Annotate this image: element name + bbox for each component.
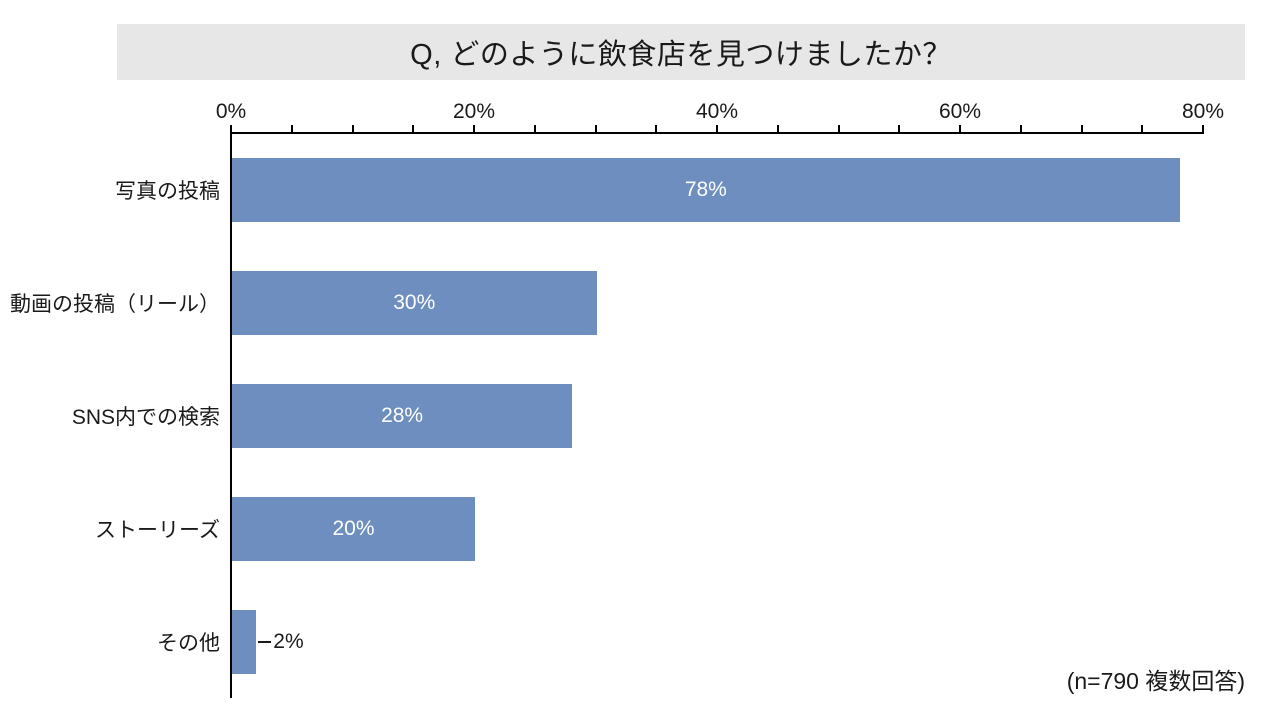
category-label: ストーリーズ (95, 518, 220, 542)
axis-tick (230, 125, 232, 132)
axis-tick (959, 125, 961, 132)
category-label: 動画の投稿（リール） (10, 292, 220, 316)
bar-value-label: 28% (381, 403, 424, 427)
bar-value-label: 20% (332, 516, 375, 540)
axis-tick (351, 125, 354, 132)
axis-tick (898, 125, 901, 132)
axis-tick (837, 125, 840, 132)
axis-tick (290, 125, 293, 132)
bar-4: 20% (232, 496, 475, 561)
bar-2: 30% (232, 270, 597, 335)
chart-title-band: Q, どのように飲食店を見つけましたか？ (117, 24, 1245, 80)
axis-tick (716, 125, 718, 132)
axis-tick (412, 125, 415, 132)
x-axis-tick-label: 0% (215, 100, 247, 123)
bar-5 (232, 609, 257, 674)
sample-size-note: (n=790 複数回答) (1066, 668, 1245, 694)
axis-tick (1019, 125, 1022, 132)
axis-tick (776, 125, 779, 132)
value-axis-line (231, 132, 1204, 134)
x-axis-tick-label: 60% (938, 100, 982, 123)
category-label: SNS内での検索 (71, 405, 220, 429)
x-axis-tick-label: 20% (452, 100, 496, 123)
label-leader-line (258, 640, 272, 643)
axis-tick (1141, 125, 1144, 132)
category-label: 写真の投稿 (115, 179, 220, 203)
axis-tick (1202, 125, 1204, 132)
category-label: その他 (157, 631, 220, 655)
axis-tick (533, 125, 536, 132)
bar-3: 28% (232, 383, 573, 448)
axis-tick (594, 125, 597, 132)
axis-tick (1080, 125, 1083, 132)
bar-value-label: 30% (393, 290, 436, 314)
x-axis-tick-label: 40% (695, 100, 739, 123)
x-axis-tick-label: 80% (1181, 100, 1225, 123)
axis-tick (655, 125, 658, 132)
bar-value-label: 2% (273, 629, 304, 653)
axis-tick (473, 125, 475, 132)
bar-1: 78% (232, 157, 1180, 222)
chart-title: Q, どのように飲食店を見つけましたか？ (410, 39, 952, 71)
bar-value-label: 78% (684, 177, 727, 201)
category-axis-line (230, 132, 232, 698)
